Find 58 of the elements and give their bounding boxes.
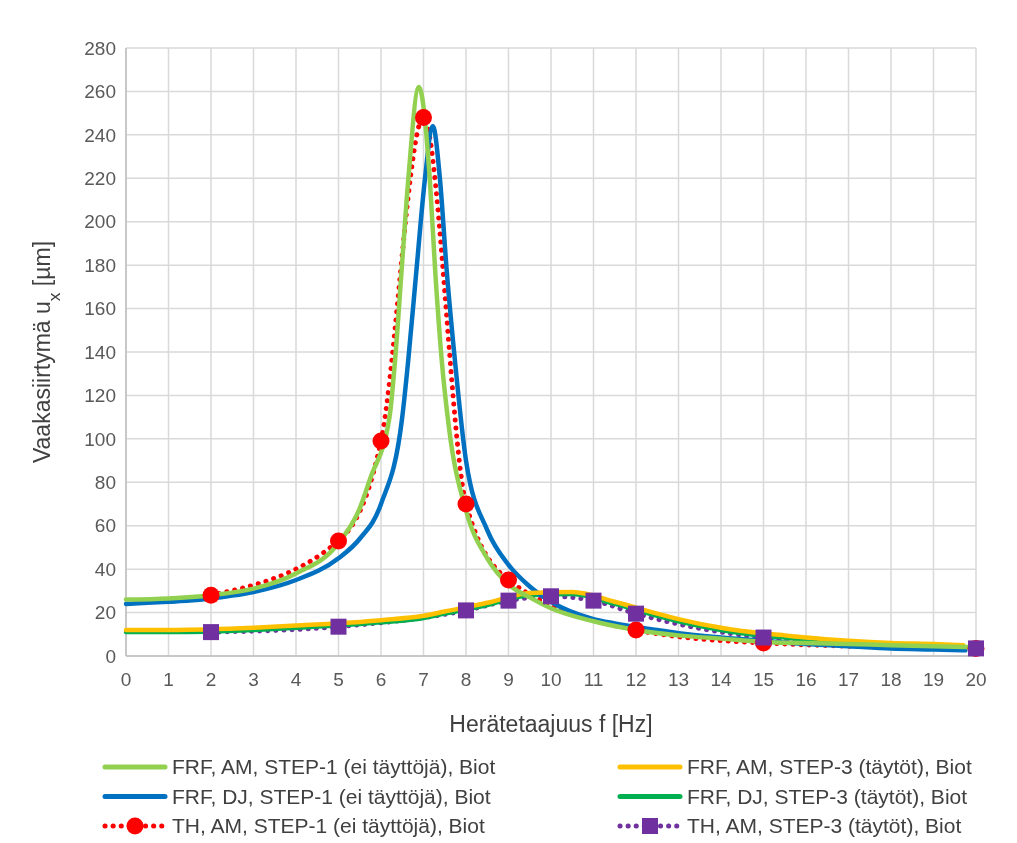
x-tick-label: 15 bbox=[752, 669, 775, 690]
x-tick-label: 11 bbox=[583, 669, 604, 690]
y-tick-label: 280 bbox=[84, 37, 116, 59]
x-tick-label: 4 bbox=[290, 669, 302, 690]
legend-label: FRF, AM, STEP-3 (täytöt), Biot bbox=[687, 755, 972, 779]
point bbox=[330, 618, 347, 635]
x-tick-label: 0 bbox=[120, 669, 132, 690]
point bbox=[585, 592, 602, 609]
x-tick-label: 2 bbox=[205, 669, 217, 690]
point bbox=[330, 532, 347, 550]
y-tick-label: 220 bbox=[84, 167, 116, 189]
x-tick-label: 3 bbox=[248, 669, 259, 690]
point bbox=[628, 605, 644, 622]
x-tick-label: 10 bbox=[540, 669, 562, 690]
y-tick-label: 160 bbox=[84, 298, 116, 320]
x-tick-label: 17 bbox=[837, 669, 860, 690]
y-tick-label: 60 bbox=[94, 515, 116, 537]
x-tick-label: 1 bbox=[163, 669, 174, 690]
point bbox=[755, 629, 772, 646]
y-tick-label: 40 bbox=[94, 558, 116, 580]
y-tick-label: 260 bbox=[84, 81, 116, 103]
point bbox=[372, 432, 390, 450]
point bbox=[543, 588, 559, 605]
y-tick-label: 80 bbox=[94, 471, 116, 493]
y-tick-label: 200 bbox=[84, 211, 116, 233]
point bbox=[500, 571, 517, 589]
y-tick-label: 140 bbox=[84, 341, 116, 363]
x-tick-label: 12 bbox=[625, 669, 647, 690]
point bbox=[500, 592, 517, 609]
x-tick-label: 9 bbox=[503, 669, 514, 690]
point bbox=[202, 586, 220, 604]
x-tick-label: 6 bbox=[375, 669, 387, 690]
point bbox=[415, 108, 432, 126]
y-tick-label: 20 bbox=[94, 602, 116, 624]
x-tick-label: 5 bbox=[333, 669, 344, 690]
legend-label: FRF, DJ, STEP-1 (ei täyttöjä), Biot bbox=[172, 784, 491, 808]
y-tick-label: 180 bbox=[84, 254, 116, 276]
x-tick-label: 14 bbox=[710, 669, 732, 690]
x-tick-label: 16 bbox=[795, 669, 817, 690]
legend-label: TH, AM, STEP-1 (ei täyttöjä), Biot bbox=[172, 814, 485, 838]
point bbox=[458, 602, 474, 619]
y-tick-label: 100 bbox=[84, 428, 116, 450]
x-tick-label: 13 bbox=[667, 669, 690, 690]
x-tick-label: 8 bbox=[460, 669, 472, 690]
y-tick-label: 240 bbox=[84, 124, 116, 146]
legend-label: TH, AM, STEP-3 (täytöt), Biot bbox=[687, 814, 962, 838]
legend-label: FRF, AM, STEP-1 (ei täyttöjä), Biot bbox=[172, 755, 496, 779]
legend-label: FRF, DJ, STEP-3 (täytöt), Biot bbox=[687, 784, 968, 808]
x-axis-title: Herätetaajuus f [Hz] bbox=[449, 711, 653, 737]
x-tick-label: 20 bbox=[965, 669, 987, 690]
y-tick-label: 0 bbox=[105, 645, 116, 667]
x-tick-label: 19 bbox=[922, 669, 945, 690]
point bbox=[203, 624, 219, 641]
y-tick-label: 120 bbox=[84, 385, 116, 407]
point bbox=[627, 621, 645, 639]
point bbox=[457, 495, 475, 513]
x-tick-label: 7 bbox=[418, 669, 429, 690]
x-tick-label: 18 bbox=[880, 669, 902, 690]
